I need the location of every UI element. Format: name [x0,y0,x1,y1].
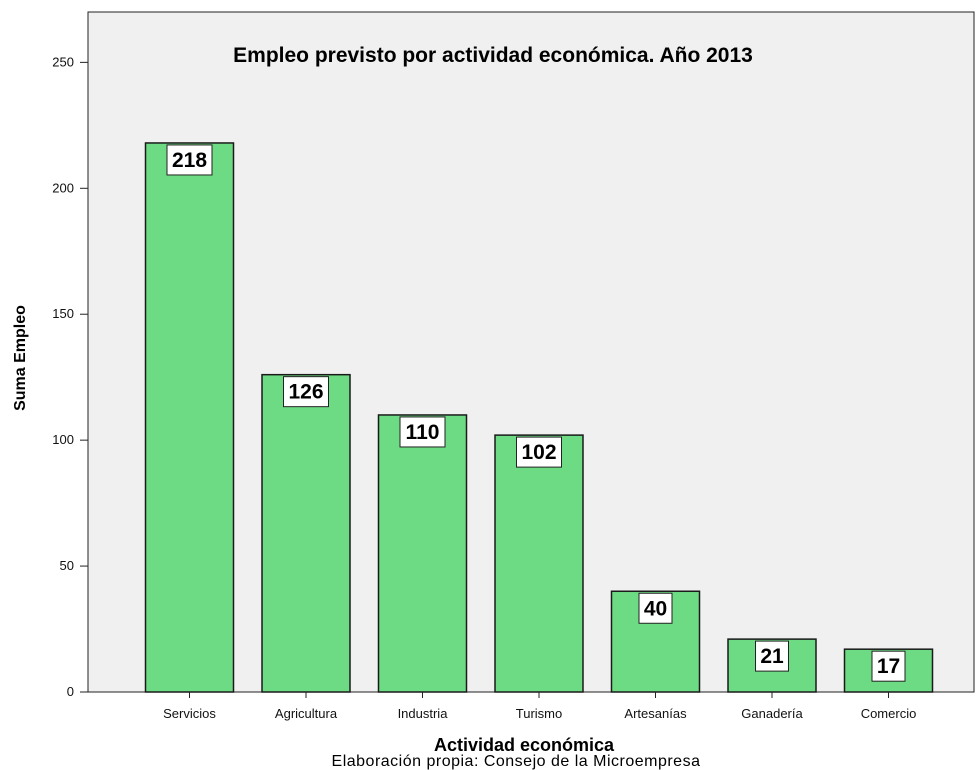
data-label-box [871,650,906,682]
bar [494,434,584,693]
category-label: Artesanías [624,706,687,721]
data-label-box [638,592,673,624]
y-axis: 0 50 100 150 200 250 [52,54,88,699]
chart-title: Empleo previsto por actividad económica.… [233,44,753,67]
category-label: Servicios [163,706,216,721]
data-label: 102 [521,441,556,464]
data-label-box [516,436,562,468]
data-label-box [399,416,446,448]
data-label-box [166,144,213,176]
bar [144,142,235,693]
y-tick-label: 150 [52,306,74,321]
category-label: Industria [398,706,449,721]
data-label-box [755,640,789,672]
bar [377,414,468,693]
data-label: 21 [760,645,784,668]
data-label: 40 [644,597,667,620]
y-tick-label: 100 [52,432,74,447]
data-label: 126 [288,381,323,404]
y-tick-label: 200 [52,180,74,195]
data-label: 110 [406,421,440,444]
source-note: Elaboración propia: Consejo de la Microe… [332,753,701,770]
data-label-box [283,376,329,408]
category-label: Turismo [516,706,562,721]
y-tick-label: 50 [60,558,74,573]
category-label: Comercio [861,706,917,721]
x-axis-title: Actividad económica [434,735,615,755]
data-label: 218 [172,149,207,172]
category-label: Agricultura [275,706,338,721]
bar [261,373,351,693]
bars-group: 218 126 110 102 40 21 17 [144,142,934,693]
y-axis-title: Suma Empleo [12,305,29,411]
data-label: 17 [877,655,900,678]
category-label: Ganadería [741,706,803,721]
x-axis-labels: Servicios Agricultura Industria Turismo Arte… [163,692,916,721]
y-tick-label: 250 [52,54,74,69]
y-tick-label: 0 [67,684,74,699]
